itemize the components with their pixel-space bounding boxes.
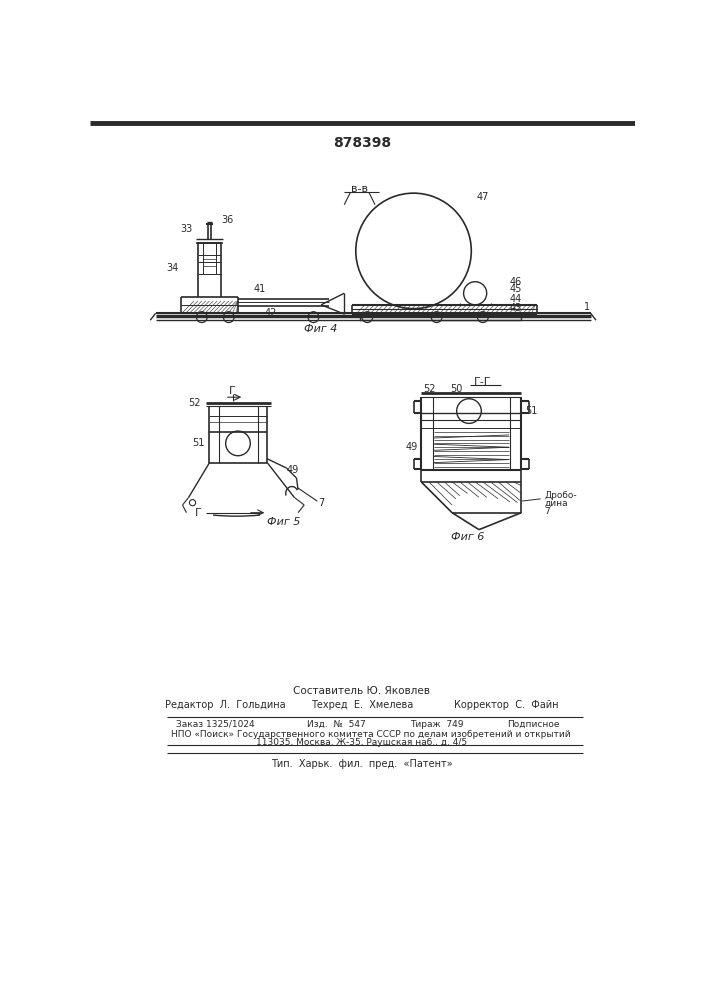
Text: Фиг 4: Фиг 4	[305, 324, 338, 334]
Text: НПО «Поиск» Государственного комитета СССР по делам изобретений и открытий: НПО «Поиск» Государственного комитета СС…	[171, 730, 571, 739]
Text: 34: 34	[166, 263, 179, 273]
Text: Заказ 1325/1024: Заказ 1325/1024	[175, 720, 255, 729]
Text: Корректор  С.  Файн: Корректор С. Файн	[454, 700, 559, 710]
Text: дина: дина	[544, 499, 568, 508]
Text: 1: 1	[584, 302, 590, 312]
Text: 113035, Москва, Ж-35, Раушская наб., д. 4/5: 113035, Москва, Ж-35, Раушская наб., д. …	[257, 738, 467, 747]
Text: 41: 41	[253, 284, 266, 294]
Text: в-в: в-в	[351, 184, 368, 194]
Text: 52: 52	[188, 398, 200, 408]
Text: 43: 43	[510, 303, 522, 313]
Text: Фиг 6: Фиг 6	[451, 532, 484, 542]
Text: 49: 49	[406, 442, 418, 452]
Text: Техред  Е.  Хмелева: Техред Е. Хмелева	[311, 700, 413, 710]
Text: 46: 46	[510, 277, 522, 287]
Text: 7: 7	[544, 507, 550, 516]
Text: 44: 44	[510, 294, 522, 304]
Text: 52: 52	[423, 384, 436, 394]
Text: Тираж  749: Тираж 749	[410, 720, 463, 729]
Text: 50: 50	[450, 384, 462, 394]
Text: 7: 7	[318, 498, 325, 508]
Text: Дробо-: Дробо-	[544, 491, 577, 500]
Text: 45: 45	[510, 284, 522, 294]
Text: Редактор  Л.  Гольдина: Редактор Л. Гольдина	[165, 700, 285, 710]
Text: Изд.  №  547: Изд. № 547	[307, 720, 366, 729]
Text: Составитель Ю. Яковлев: Составитель Ю. Яковлев	[293, 686, 431, 696]
Text: Тип.  Харьк.  фил.  пред.  «Патент»: Тип. Харьк. фил. пред. «Патент»	[271, 759, 452, 769]
Text: Подписное: Подписное	[507, 720, 559, 729]
Text: 51: 51	[525, 406, 537, 416]
Text: Г-Г: Г-Г	[474, 377, 491, 387]
Text: 36: 36	[221, 215, 233, 225]
Text: 33: 33	[180, 224, 192, 234]
Text: Фиг 5: Фиг 5	[267, 517, 300, 527]
Text: 51: 51	[192, 438, 204, 448]
Text: Г: Г	[229, 386, 236, 396]
Text: 47: 47	[477, 192, 489, 202]
Text: 42: 42	[265, 308, 277, 318]
Text: 878398: 878398	[333, 136, 391, 150]
Text: 49: 49	[286, 465, 299, 475]
Text: Г: Г	[195, 508, 201, 518]
